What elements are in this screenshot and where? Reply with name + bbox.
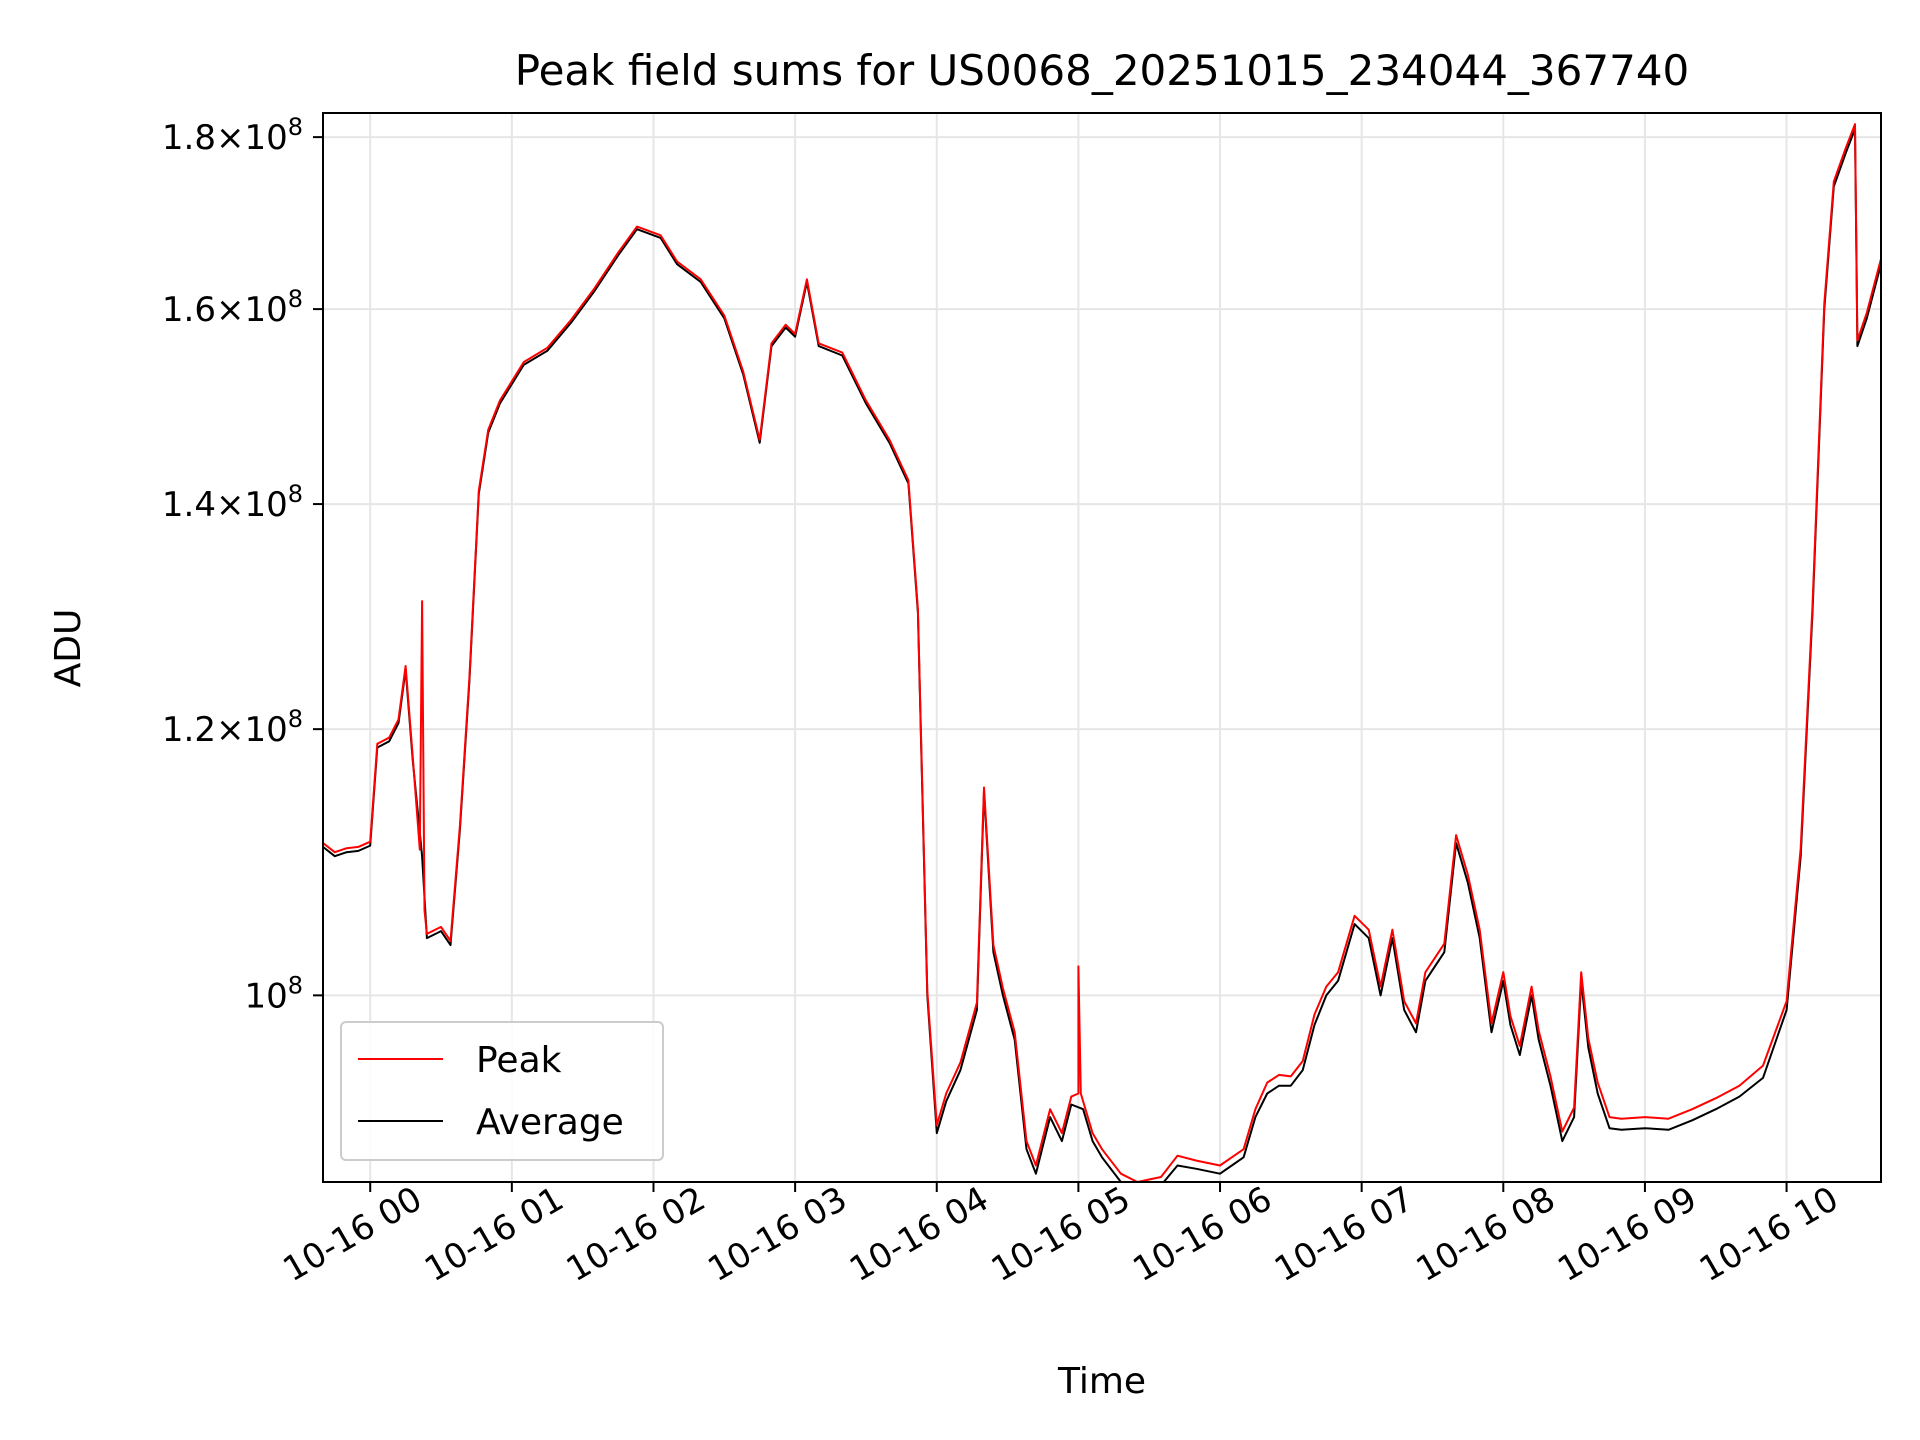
legend-label-peak: Peak <box>476 1040 562 1081</box>
plot-frame <box>322 112 1882 1183</box>
x-axis-label: Time <box>1057 1361 1146 1402</box>
y-tick-label: 108 <box>244 971 303 1016</box>
y-tick-label: 1.6×108 <box>162 285 303 330</box>
series-layer <box>323 123 1881 1182</box>
y-tick-label: 1.4×108 <box>162 480 303 525</box>
legend-label-average: Average <box>476 1102 624 1143</box>
legend: Peak Average <box>340 1021 664 1161</box>
y-tick-label: 1.2×108 <box>162 705 303 750</box>
y-axis-label: ADU <box>48 609 89 688</box>
series-line-peak <box>323 123 1881 1182</box>
chart-title: Peak field sums for US0068_20251015_2340… <box>515 46 1690 95</box>
y-axis: 108 1.2×108 1.4×108 1.6×108 1.8×108 <box>162 113 323 1016</box>
series-line-average <box>323 128 1881 1182</box>
legend-box <box>340 1021 664 1161</box>
y-tick-label: 1.8×108 <box>162 113 303 158</box>
